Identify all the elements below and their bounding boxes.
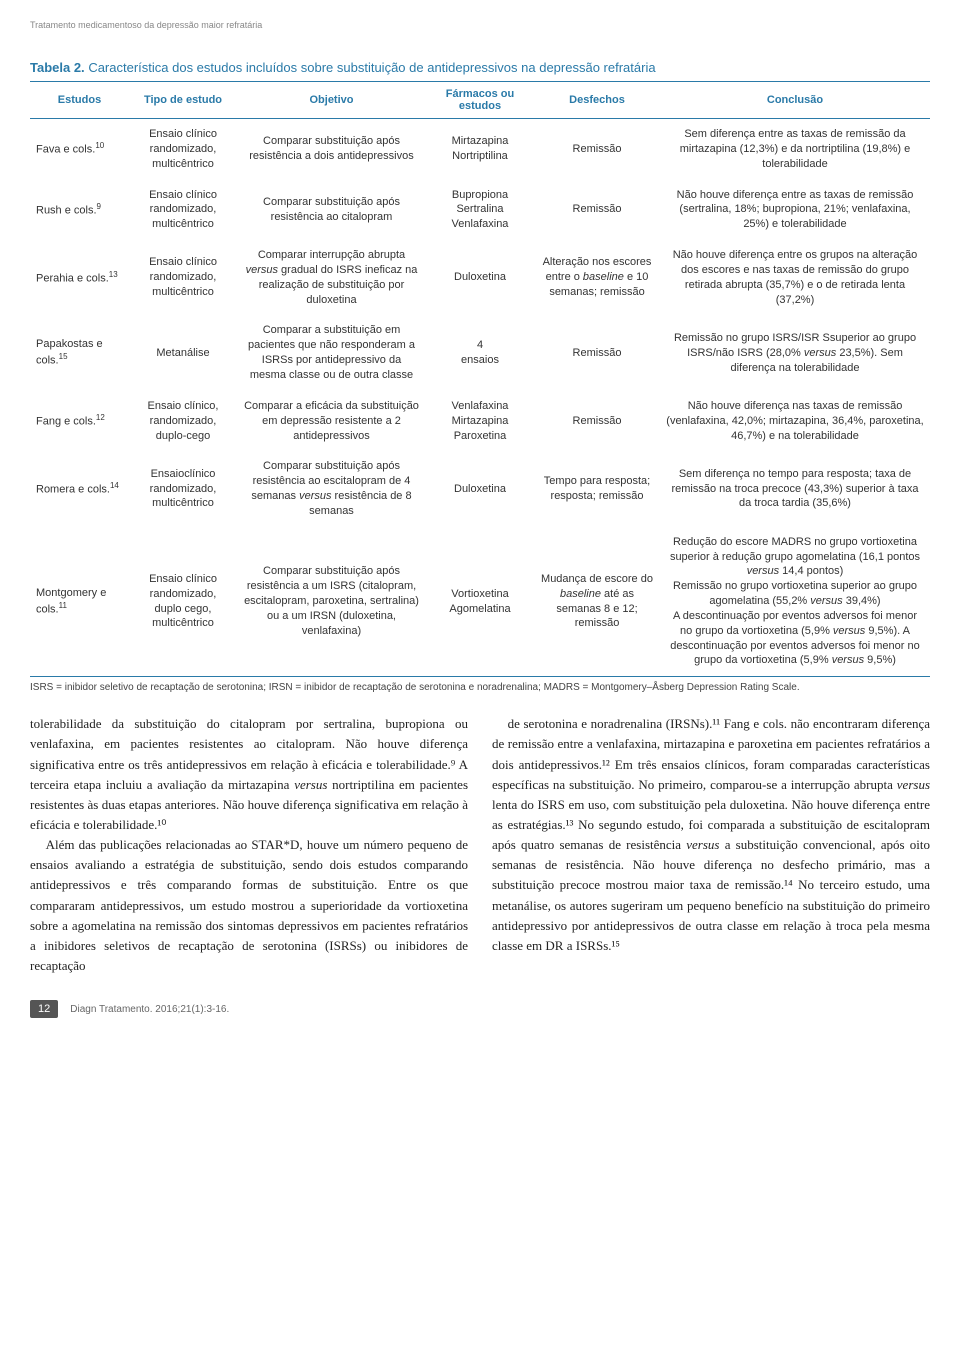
cell-obj: Comparar interrupção abrupta versus grad… (237, 240, 426, 315)
cell-conc: Sem diferença no tempo para resposta; ta… (660, 451, 930, 526)
table-footnote: ISRS = inibidor seletivo de recaptação d… (30, 677, 930, 694)
cell-obj: Comparar substituição após resistência a… (237, 119, 426, 180)
page-footer: 12 Diagn Tratamento. 2016;21(1):3-16. (30, 1000, 930, 1018)
col-objetivo: Objetivo (237, 82, 426, 119)
cell-study: Montgomery e cols.11 (30, 527, 129, 677)
running-header: Tratamento medicamentoso da depressão ma… (30, 20, 930, 30)
cell-study: Fava e cols.10 (30, 119, 129, 180)
table-row: Fava e cols.10Ensaio clínico randomizado… (30, 119, 930, 180)
cell-farm: 4ensaios (426, 315, 534, 390)
paragraph: de serotonina e noradrenalina (IRSNs).¹¹… (492, 714, 930, 956)
cell-tipo: Metanálise (129, 315, 237, 390)
cell-study: Romera e cols.14 (30, 451, 129, 526)
cell-tipo: Ensaio clínico randomizado, multicêntric… (129, 180, 237, 241)
table-title: Tabela 2. Característica dos estudos inc… (30, 60, 930, 81)
table-row: Fang e cols.12Ensaio clínico, randomizad… (30, 391, 930, 452)
cell-tipo: Ensaio clínico randomizado, duplo cego, … (129, 527, 237, 677)
cell-conc: Não houve diferença nas taxas de remissã… (660, 391, 930, 452)
paragraph: tolerabilidade da substituição do citalo… (30, 714, 468, 835)
table-title-text: Característica dos estudos incluídos sob… (88, 60, 655, 75)
cell-desf: Tempo para resposta; resposta; remissão (534, 451, 660, 526)
cell-obj: Comparar substituição após resistência a… (237, 180, 426, 241)
col-tipo: Tipo de estudo (129, 82, 237, 119)
page-number: 12 (30, 1000, 58, 1018)
cell-tipo: Ensaio clínico, randomizado, duplo-cego (129, 391, 237, 452)
cell-obj: Comparar a substituição em pacientes que… (237, 315, 426, 390)
cell-tipo: Ensaioclínico randomizado, multicêntrico (129, 451, 237, 526)
cell-study: Rush e cols.9 (30, 180, 129, 241)
col-estudos: Estudos (30, 82, 129, 119)
cell-obj: Comparar a eficácia da substituição em d… (237, 391, 426, 452)
cell-desf: Remissão (534, 119, 660, 180)
cell-tipo: Ensaio clínico randomizado, multicêntric… (129, 240, 237, 315)
cell-desf: Mudança de escore do baseline até as sem… (534, 527, 660, 677)
paragraph: Além das publicações relacionadas ao STA… (30, 835, 468, 976)
cell-farm: VenlafaxinaMirtazapinaParoxetina (426, 391, 534, 452)
table-row: Montgomery e cols.11Ensaio clínico rando… (30, 527, 930, 677)
cell-obj: Comparar substituição após resistência a… (237, 451, 426, 526)
col-desfechos: Desfechos (534, 82, 660, 119)
table-label: Tabela 2. (30, 60, 85, 75)
cell-farm: MirtazapinaNortriptilina (426, 119, 534, 180)
cell-obj: Comparar substituição após resistência a… (237, 527, 426, 677)
cell-conc: Não houve diferença entre as taxas de re… (660, 180, 930, 241)
col-conclusao: Conclusão (660, 82, 930, 119)
cell-conc: Sem diferença entre as taxas de remissão… (660, 119, 930, 180)
cell-study: Fang e cols.12 (30, 391, 129, 452)
cell-farm: BupropionaSertralinaVenlafaxina (426, 180, 534, 241)
cell-desf: Alteração nos escores entre o baseline e… (534, 240, 660, 315)
cell-study: Perahia e cols.13 (30, 240, 129, 315)
cell-conc: Redução do escore MADRS no grupo vortiox… (660, 527, 930, 677)
table-2: Tabela 2. Característica dos estudos inc… (30, 60, 930, 694)
cell-farm: VortioxetinaAgomelatina (426, 527, 534, 677)
body-text: tolerabilidade da substituição do citalo… (30, 714, 930, 976)
table-row: Rush e cols.9Ensaio clínico randomizado,… (30, 180, 930, 241)
cell-farm: Duloxetina (426, 451, 534, 526)
table-row: Romera e cols.14Ensaioclínico randomizad… (30, 451, 930, 526)
col-farmacos: Fármacos ou estudos (426, 82, 534, 119)
cell-farm: Duloxetina (426, 240, 534, 315)
studies-table: Estudos Tipo de estudo Objetivo Fármacos… (30, 81, 930, 677)
table-row: Papakostas e cols.15MetanáliseComparar a… (30, 315, 930, 390)
cell-conc: Remissão no grupo ISRS/ISR Ssuperior ao … (660, 315, 930, 390)
table-header-row: Estudos Tipo de estudo Objetivo Fármacos… (30, 82, 930, 119)
footer-citation: Diagn Tratamento. 2016;21(1):3-16. (70, 1004, 229, 1015)
cell-study: Papakostas e cols.15 (30, 315, 129, 390)
cell-desf: Remissão (534, 180, 660, 241)
cell-conc: Não houve diferença entre os grupos na a… (660, 240, 930, 315)
cell-desf: Remissão (534, 315, 660, 390)
cell-desf: Remissão (534, 391, 660, 452)
cell-tipo: Ensaio clínico randomizado, multicêntric… (129, 119, 237, 180)
table-row: Perahia e cols.13Ensaio clínico randomiz… (30, 240, 930, 315)
